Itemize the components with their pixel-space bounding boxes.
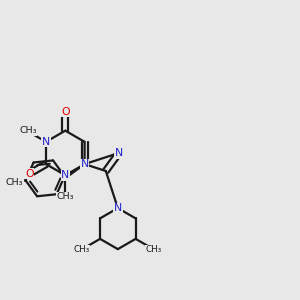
Text: CH₃: CH₃ bbox=[146, 245, 162, 254]
Text: N: N bbox=[42, 137, 50, 147]
Text: CH₃: CH₃ bbox=[74, 245, 90, 254]
Text: O: O bbox=[61, 107, 70, 117]
Text: N: N bbox=[114, 203, 122, 213]
Text: CH₃: CH₃ bbox=[5, 178, 23, 187]
Text: O: O bbox=[25, 169, 34, 178]
Text: N: N bbox=[115, 148, 123, 158]
Text: CH₃: CH₃ bbox=[19, 126, 37, 135]
Text: N: N bbox=[61, 170, 69, 180]
Text: CH₃: CH₃ bbox=[56, 192, 74, 201]
Text: N: N bbox=[80, 159, 89, 169]
